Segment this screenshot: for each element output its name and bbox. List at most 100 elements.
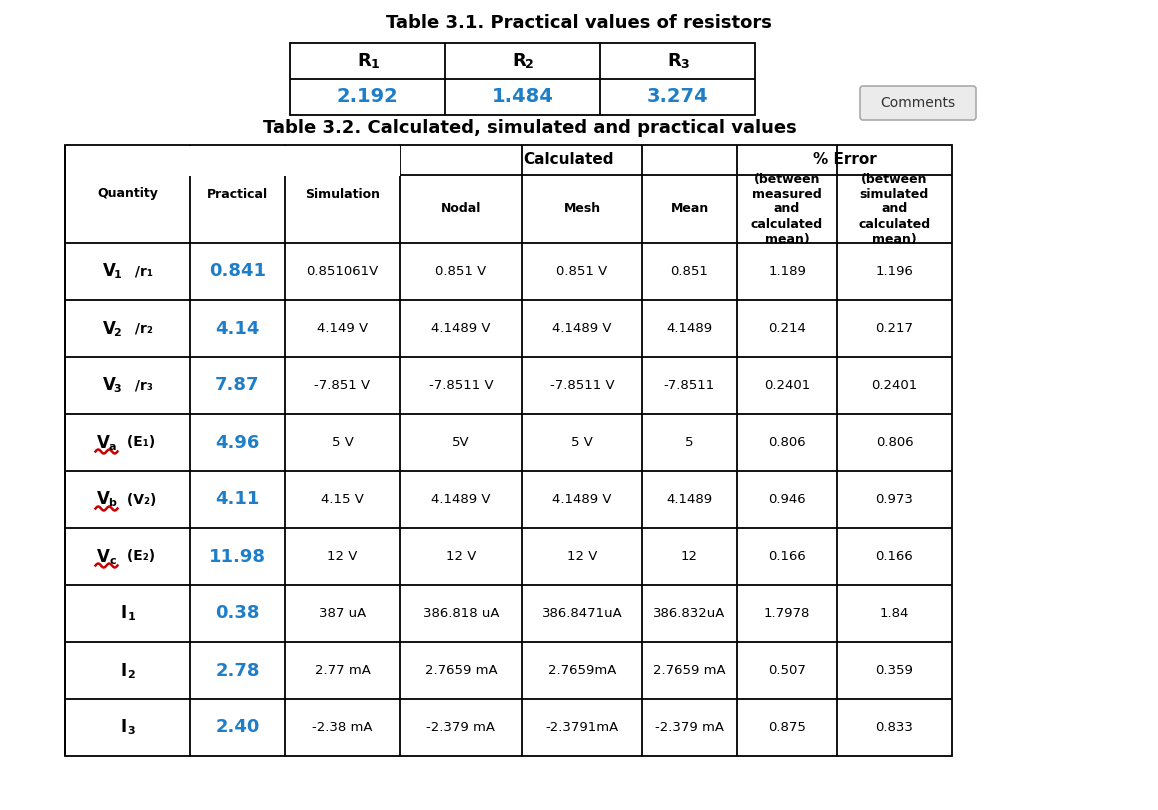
Text: 4.1489 V: 4.1489 V: [552, 322, 611, 335]
Text: /r₁: /r₁: [130, 265, 153, 279]
Text: 0.806: 0.806: [875, 436, 914, 449]
Text: 5: 5: [686, 436, 694, 449]
Text: 7.87: 7.87: [215, 377, 259, 394]
Text: Mean: Mean: [670, 202, 709, 215]
Text: 2.40: 2.40: [215, 718, 259, 736]
Text: 2.7659mA: 2.7659mA: [548, 664, 616, 677]
Text: 2.78: 2.78: [215, 662, 259, 680]
Text: -7.8511: -7.8511: [664, 379, 716, 392]
Text: 0.806: 0.806: [768, 436, 806, 449]
Text: (between
measured
and
calculated
mean): (between measured and calculated mean): [750, 173, 823, 245]
Text: I: I: [120, 662, 126, 680]
Text: 4.11: 4.11: [215, 491, 259, 509]
Text: 2: 2: [127, 670, 135, 680]
Text: V: V: [97, 433, 110, 451]
Text: 11.98: 11.98: [208, 548, 266, 565]
Text: b: b: [109, 498, 117, 509]
Text: Nodal: Nodal: [441, 202, 482, 215]
Text: 0.851061V: 0.851061V: [307, 265, 379, 278]
Text: 2.77 mA: 2.77 mA: [315, 664, 371, 677]
Text: 3: 3: [680, 58, 689, 70]
Text: Mesh: Mesh: [564, 202, 601, 215]
Text: 12: 12: [681, 550, 698, 563]
Text: 0.851 V: 0.851 V: [556, 265, 608, 278]
Text: 0.946: 0.946: [768, 493, 806, 506]
Text: V: V: [103, 377, 116, 394]
Text: 0.166: 0.166: [875, 550, 914, 563]
Text: % Error: % Error: [813, 152, 877, 168]
Text: I: I: [120, 604, 126, 623]
Text: 386.8471uA: 386.8471uA: [542, 607, 622, 620]
Text: 0.507: 0.507: [768, 664, 806, 677]
Text: 2: 2: [525, 58, 534, 70]
Text: 4.14: 4.14: [215, 319, 259, 338]
Text: (E₁): (E₁): [122, 436, 155, 450]
Text: -2.379 mA: -2.379 mA: [655, 721, 724, 734]
Text: Calculated: Calculated: [523, 152, 614, 168]
Text: Simulation: Simulation: [305, 187, 380, 201]
Text: 4.1489 V: 4.1489 V: [431, 493, 491, 506]
Bar: [65, 145, 952, 756]
Text: 0.359: 0.359: [875, 664, 914, 677]
Text: Practical: Practical: [207, 187, 267, 201]
Text: Comments: Comments: [880, 96, 955, 110]
Text: 4.1489: 4.1489: [667, 322, 712, 335]
Text: V: V: [103, 319, 116, 338]
Text: 0.166: 0.166: [768, 550, 806, 563]
Text: 1.7978: 1.7978: [764, 607, 811, 620]
Text: 2: 2: [113, 327, 122, 338]
Text: R: R: [358, 52, 372, 70]
Text: 3: 3: [113, 385, 122, 394]
Text: V: V: [97, 548, 110, 565]
Text: 0.833: 0.833: [875, 721, 914, 734]
Text: (E₂): (E₂): [122, 549, 155, 564]
Text: 4.15 V: 4.15 V: [321, 493, 364, 506]
Text: c: c: [109, 556, 116, 565]
Text: 1.484: 1.484: [491, 87, 554, 106]
Bar: [290, 43, 755, 115]
Text: -2.379 mA: -2.379 mA: [426, 721, 496, 734]
Text: 3.274: 3.274: [646, 87, 709, 106]
Bar: [66, 146, 400, 176]
Text: 0.851 V: 0.851 V: [435, 265, 486, 278]
Text: 386.818 uA: 386.818 uA: [423, 607, 499, 620]
Text: I: I: [120, 718, 126, 736]
Text: -2.3791mA: -2.3791mA: [545, 721, 618, 734]
Text: R: R: [513, 52, 527, 70]
Text: 1.84: 1.84: [880, 607, 909, 620]
Text: 2.192: 2.192: [337, 87, 398, 106]
Text: 1: 1: [113, 271, 122, 280]
Text: Quantity: Quantity: [97, 187, 157, 201]
Text: 0.973: 0.973: [875, 493, 914, 506]
Text: /r₂: /r₂: [130, 322, 153, 335]
Text: 1: 1: [127, 612, 135, 623]
Text: a: a: [109, 441, 116, 451]
Text: 0.2401: 0.2401: [764, 379, 811, 392]
Text: 0.217: 0.217: [875, 322, 914, 335]
Text: 387 uA: 387 uA: [318, 607, 366, 620]
Text: (between
simulated
and
calculated
mean): (between simulated and calculated mean): [858, 173, 931, 245]
Text: 0.2401: 0.2401: [871, 379, 917, 392]
Text: 5 V: 5 V: [331, 436, 353, 449]
Text: -2.38 mA: -2.38 mA: [313, 721, 373, 734]
Text: 12 V: 12 V: [566, 550, 598, 563]
Text: /r₃: /r₃: [130, 378, 153, 393]
Text: V: V: [103, 262, 116, 280]
Text: 5V: 5V: [452, 436, 470, 449]
Text: 0.851: 0.851: [670, 265, 709, 278]
Text: Table 3.1. Practical values of resistors: Table 3.1. Practical values of resistors: [386, 14, 772, 32]
Text: 4.149 V: 4.149 V: [317, 322, 368, 335]
Text: 1.189: 1.189: [768, 265, 806, 278]
Text: 0.38: 0.38: [215, 604, 259, 623]
Text: 1: 1: [371, 58, 379, 70]
Text: 4.96: 4.96: [215, 433, 259, 451]
Text: 0.214: 0.214: [768, 322, 806, 335]
Text: 386.832uA: 386.832uA: [653, 607, 726, 620]
Text: 1.196: 1.196: [875, 265, 914, 278]
Text: V: V: [97, 491, 110, 509]
Text: 0.841: 0.841: [208, 262, 266, 280]
Text: Table 3.2. Calculated, simulated and practical values: Table 3.2. Calculated, simulated and pra…: [263, 119, 797, 137]
Text: R: R: [668, 52, 681, 70]
Text: (V₂): (V₂): [122, 492, 156, 506]
Text: 2.7659 mA: 2.7659 mA: [653, 664, 726, 677]
